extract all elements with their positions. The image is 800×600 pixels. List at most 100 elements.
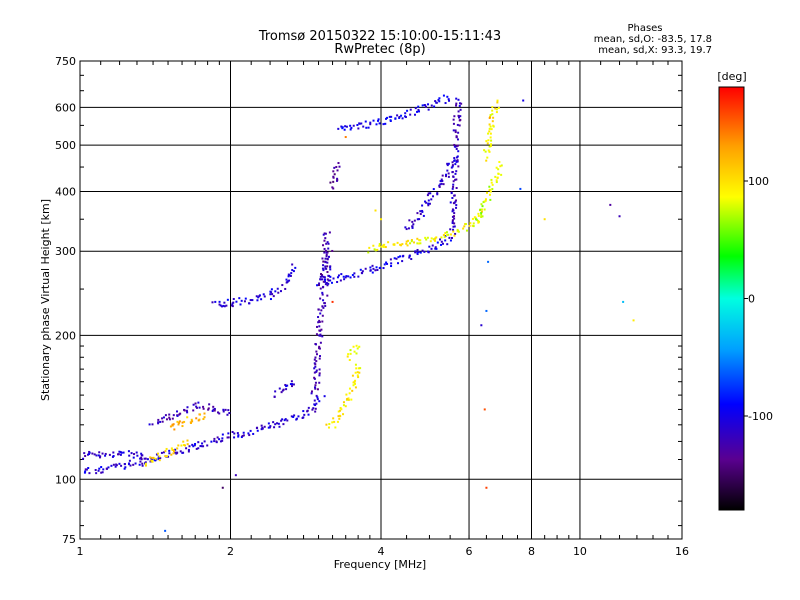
data-point <box>178 420 181 423</box>
data-point <box>456 228 459 231</box>
data-point <box>347 397 350 400</box>
data-point <box>390 265 393 268</box>
data-point <box>327 426 330 429</box>
data-point <box>171 417 174 420</box>
data-point <box>324 249 327 252</box>
data-point <box>290 272 293 275</box>
data-point <box>387 241 390 244</box>
data-point <box>489 190 492 193</box>
data-point <box>471 217 474 220</box>
data-point <box>318 372 321 375</box>
data-point <box>156 452 159 455</box>
data-point <box>91 452 94 455</box>
data-point <box>356 371 359 374</box>
data-point <box>449 228 452 231</box>
data-point <box>494 175 497 178</box>
data-point <box>332 175 335 178</box>
data-point <box>454 131 457 134</box>
data-point <box>316 398 319 401</box>
data-point <box>453 157 456 160</box>
data-point <box>318 282 321 285</box>
data-point <box>261 427 264 430</box>
data-point <box>136 454 139 457</box>
data-point <box>236 432 239 435</box>
data-point <box>374 209 377 212</box>
y-tick-label: 600 <box>55 101 76 114</box>
data-point <box>481 205 484 208</box>
data-point <box>376 248 379 251</box>
data-point <box>282 423 285 426</box>
data-point <box>194 402 197 405</box>
data-point <box>325 253 328 256</box>
data-point <box>314 410 317 413</box>
data-point <box>382 246 385 249</box>
data-point <box>199 413 202 416</box>
data-point <box>442 183 445 186</box>
data-point <box>409 113 412 116</box>
data-point <box>87 467 90 470</box>
data-point <box>452 185 455 188</box>
data-point <box>424 236 427 239</box>
data-point <box>135 451 138 454</box>
data-point <box>206 444 209 447</box>
data-point <box>319 275 322 278</box>
data-point <box>481 215 484 218</box>
data-point <box>127 450 130 453</box>
data-point <box>208 403 211 406</box>
data-point <box>355 352 358 355</box>
data-point <box>191 420 194 423</box>
data-point <box>491 113 494 116</box>
data-point <box>165 455 168 458</box>
data-point <box>447 233 450 236</box>
data-point <box>435 236 438 239</box>
data-point <box>372 244 375 247</box>
data-point <box>218 300 221 303</box>
data-point <box>162 451 165 454</box>
data-point <box>83 471 86 474</box>
data-point <box>104 452 107 455</box>
data-point <box>318 334 321 337</box>
data-point <box>216 436 219 439</box>
data-point <box>342 401 345 404</box>
data-point <box>112 451 115 454</box>
data-point <box>315 360 318 363</box>
data-point <box>421 104 424 107</box>
data-point <box>458 124 461 127</box>
data-point <box>327 247 330 250</box>
data-point <box>310 392 313 395</box>
data-point <box>270 288 273 291</box>
data-point <box>471 224 474 227</box>
data-point <box>422 214 425 217</box>
data-point <box>252 432 255 435</box>
data-point <box>141 454 144 457</box>
data-point <box>123 467 126 470</box>
data-point <box>321 257 324 260</box>
data-point <box>376 269 379 272</box>
data-point <box>337 127 340 130</box>
data-point <box>451 187 454 190</box>
data-point <box>456 159 459 162</box>
data-point <box>463 225 466 228</box>
data-point <box>210 440 213 443</box>
data-point <box>417 242 420 245</box>
data-point <box>314 363 317 366</box>
data-point <box>452 122 455 125</box>
data-point <box>457 165 460 168</box>
x-tick-label: 4 <box>378 545 385 558</box>
data-point <box>260 428 263 431</box>
data-point <box>179 450 182 453</box>
data-point <box>455 135 458 138</box>
data-point <box>496 176 499 179</box>
data-point <box>202 405 205 408</box>
data-point <box>487 260 490 263</box>
data-point <box>477 214 480 217</box>
data-point <box>95 472 98 475</box>
data-point <box>286 281 289 284</box>
data-point <box>200 445 203 448</box>
data-point <box>455 178 458 181</box>
data-point <box>454 163 457 166</box>
data-point <box>97 454 100 457</box>
data-point <box>172 414 175 417</box>
data-point <box>494 107 497 110</box>
data-point <box>120 464 123 467</box>
